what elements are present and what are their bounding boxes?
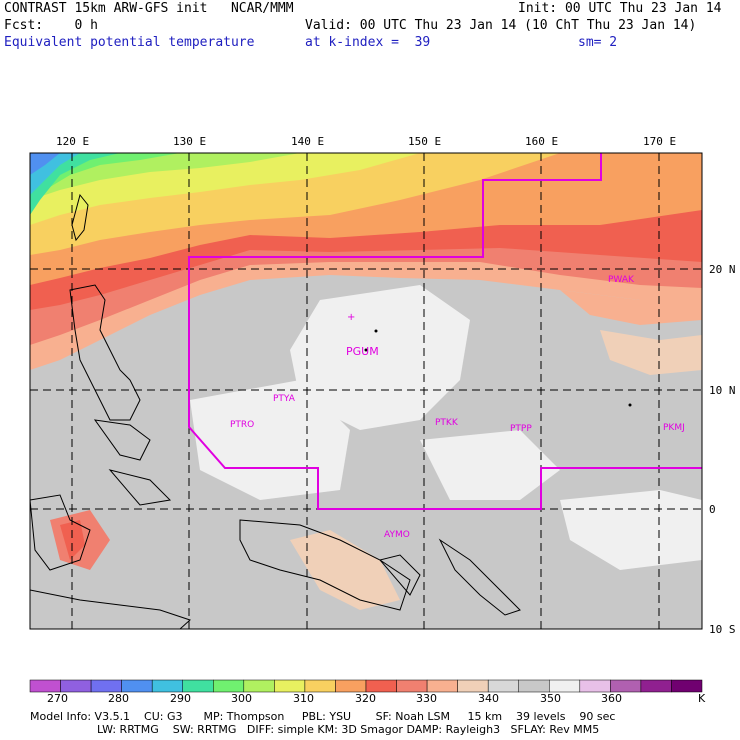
colorbar-tick-label: 310 — [293, 692, 314, 705]
moluccas-coast — [108, 469, 172, 506]
solomon-coast — [438, 538, 521, 616]
longitude-labels: 120 E 130 E 140 E 150 E 160 E 170 E — [56, 135, 676, 148]
colorbar — [29, 679, 703, 693]
colorbar-swatch — [182, 679, 214, 693]
mindanao-coast — [93, 419, 151, 461]
colorbar-unit: K — [698, 692, 706, 705]
southern-islands-coast — [30, 589, 191, 629]
lat-label: 20 N — [709, 263, 736, 276]
taiwan-coast — [71, 193, 89, 242]
colorbar-tick-label: 280 — [108, 692, 129, 705]
colorbar-swatch — [518, 679, 550, 693]
station-label: AYMO — [384, 530, 410, 540]
sulawesi-coast — [30, 494, 91, 571]
colorbar-swatch — [60, 679, 92, 693]
station-labels: PWAK PGUM PTYA PTRO PTKK PTPP PKMJ AYMO — [230, 275, 685, 540]
model-info-line1: Model Info: V3.5.1 CU: G3 MP: Thompson P… — [30, 710, 616, 723]
lat-label: 10 N — [709, 384, 736, 397]
model-info-line2: LW: RRTMG SW: RRTMG DIFF: simple KM: 3D … — [97, 723, 600, 736]
colorbar-swatch — [487, 679, 519, 693]
field-title: Equivalent potential temperature — [4, 35, 255, 50]
colorbar-swatch — [396, 679, 428, 693]
latitude-labels: 20 N 10 N 0 10 S — [709, 263, 736, 636]
colorbar-tick-label: 300 — [231, 692, 252, 705]
header-line1-right: Init: 00 UTC Thu 23 Jan 14 — [518, 1, 722, 16]
colorbar-tick-label: 330 — [416, 692, 437, 705]
colorbar-tick-label: 340 — [478, 692, 499, 705]
colorbar-swatch — [579, 679, 611, 693]
colorbar-swatch — [671, 679, 703, 693]
colorbar-tick-label: 320 — [355, 692, 376, 705]
colorbar-swatch — [121, 679, 153, 693]
lat-label: 10 S — [709, 623, 736, 636]
colorbar-swatch — [274, 679, 306, 693]
station-label: PTPP — [510, 424, 532, 434]
colorbar-swatch — [151, 679, 183, 693]
graticule — [30, 153, 702, 629]
colorbar-tick-label: 350 — [540, 692, 561, 705]
colorbar-swatch — [365, 679, 397, 693]
colorbar-swatch — [243, 679, 275, 693]
new-guinea-coast — [239, 519, 411, 611]
colorbar-tick-label: 360 — [601, 692, 622, 705]
station-label: PTRO — [230, 420, 254, 430]
smoothing-label: sm= 2 — [578, 35, 618, 50]
theta-e-field — [30, 153, 702, 629]
lon-label: 170 E — [643, 135, 676, 148]
lon-label: 150 E — [408, 135, 441, 148]
level-label: at k-index = 39 — [305, 35, 431, 50]
map-frame — [29, 152, 703, 630]
station-dots — [364, 329, 632, 407]
colorbar-tick-label: 290 — [170, 692, 191, 705]
colorbar-swatch — [640, 679, 672, 693]
lon-label: 130 E — [173, 135, 206, 148]
station-label: PTKK — [435, 418, 459, 428]
pgum-marker: + — [347, 312, 355, 323]
region-boundary — [188, 153, 702, 510]
coastlines — [30, 193, 521, 629]
colorbar-swatch — [213, 679, 245, 693]
header-line1-left: CONTRAST 15km ARW-GFS init NCAR/MMM — [4, 1, 294, 16]
station-label: PGUM — [346, 345, 379, 358]
colorbar-tick-label: 270 — [47, 692, 68, 705]
colorbar-swatch — [457, 679, 489, 693]
new-britain-coast — [379, 554, 421, 596]
header-line2-right: Valid: 00 UTC Thu 23 Jan 14 (10 ChT Thu … — [305, 18, 697, 33]
lon-label: 140 E — [291, 135, 324, 148]
lat-label: 0 — [709, 503, 716, 516]
header-line2-left: Fcst: 0 h — [4, 18, 98, 33]
colorbar-swatch — [426, 679, 458, 693]
station-label: PTYA — [273, 394, 296, 404]
philippines-coast — [69, 284, 141, 421]
station-label: PWAK — [608, 275, 635, 285]
colorbar-swatch — [90, 679, 122, 693]
colorbar-swatch — [335, 679, 367, 693]
colorbar-swatch — [29, 679, 61, 693]
lon-label: 160 E — [525, 135, 558, 148]
colorbar-swatch — [610, 679, 642, 693]
lon-label: 120 E — [56, 135, 89, 148]
colorbar-swatch — [304, 679, 336, 693]
colorbar-swatch — [549, 679, 581, 693]
station-label: PKMJ — [663, 423, 685, 433]
